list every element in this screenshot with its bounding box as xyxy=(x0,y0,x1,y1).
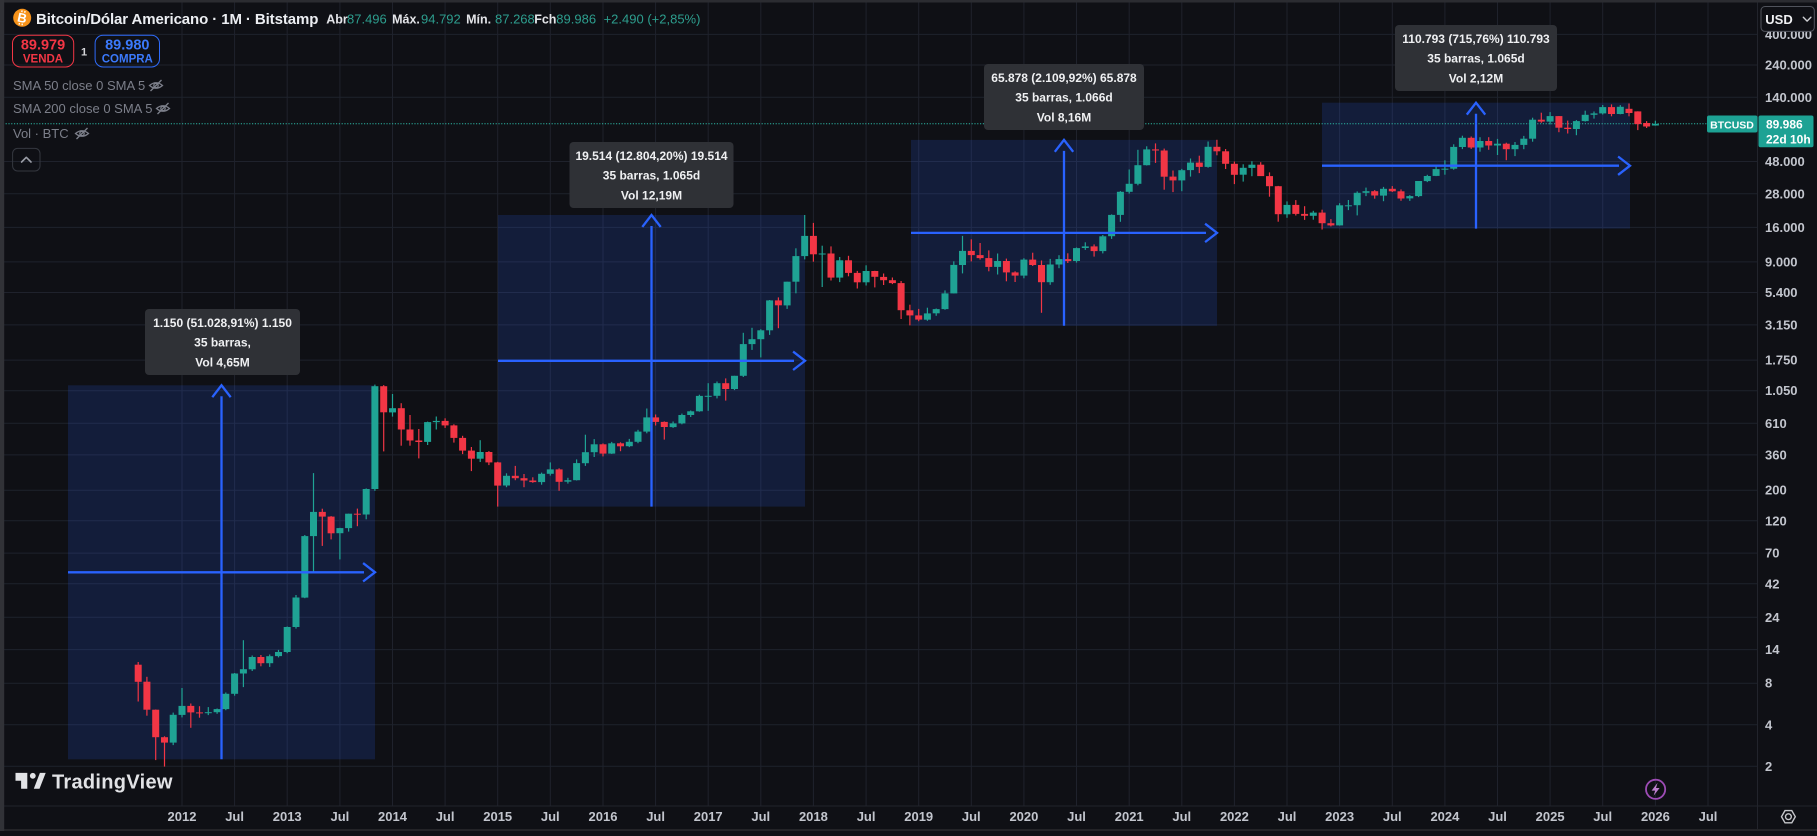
svg-text:35 barras, 1.065d: 35 barras, 1.065d xyxy=(1427,52,1524,66)
svg-text:Bitcoin/Dólar Americano · 1M ·: Bitcoin/Dólar Americano · 1M · Bitstamp xyxy=(36,11,318,28)
svg-text:BTCUSD: BTCUSD xyxy=(1710,119,1754,131)
svg-text:2018: 2018 xyxy=(799,809,828,824)
svg-text:Jul: Jul xyxy=(962,809,981,824)
svg-text:42: 42 xyxy=(1765,576,1779,591)
svg-text:Vol 12,19M: Vol 12,19M xyxy=(621,188,682,202)
svg-text:89.979: 89.979 xyxy=(21,38,65,54)
svg-text:4: 4 xyxy=(1765,717,1773,732)
svg-text:Jul: Jul xyxy=(646,809,665,824)
svg-text:Vol 2,12M: Vol 2,12M xyxy=(1449,71,1503,85)
svg-text:2012: 2012 xyxy=(168,809,197,824)
svg-text:Jul: Jul xyxy=(1172,809,1191,824)
svg-text:2021: 2021 xyxy=(1115,809,1144,824)
svg-text:Jul: Jul xyxy=(541,809,560,824)
svg-text:16.000: 16.000 xyxy=(1765,220,1805,235)
svg-text:5.400: 5.400 xyxy=(1765,285,1798,300)
svg-text:Máx.: Máx. xyxy=(392,12,420,26)
svg-text:Mín.: Mín. xyxy=(466,12,491,26)
svg-text:360: 360 xyxy=(1765,447,1787,462)
svg-text:35 barras, 1.066d: 35 barras, 1.066d xyxy=(1015,91,1112,105)
svg-text:8: 8 xyxy=(1765,676,1772,691)
svg-text:200: 200 xyxy=(1765,483,1787,498)
svg-text:2013: 2013 xyxy=(273,809,302,824)
svg-text:Fch: Fch xyxy=(534,12,556,26)
svg-text:TradingView: TradingView xyxy=(52,771,173,793)
svg-text:87.496: 87.496 xyxy=(347,11,387,26)
svg-text:87.268: 87.268 xyxy=(495,11,535,26)
svg-text:Vol 8,16M: Vol 8,16M xyxy=(1037,110,1091,124)
svg-text:Abr: Abr xyxy=(326,12,348,26)
svg-text:94.792: 94.792 xyxy=(421,11,461,26)
svg-text:9.000: 9.000 xyxy=(1765,254,1798,269)
svg-text:Jul: Jul xyxy=(857,809,876,824)
svg-text:SMA 50 close 0 SMA 5: SMA 50 close 0 SMA 5 xyxy=(13,78,145,93)
svg-text:2019: 2019 xyxy=(904,809,933,824)
svg-text:COMPRA: COMPRA xyxy=(102,54,153,66)
svg-text:2026: 2026 xyxy=(1641,809,1670,824)
svg-text:2024: 2024 xyxy=(1430,809,1460,824)
svg-text:35 barras, 1.065d: 35 barras, 1.065d xyxy=(603,169,700,183)
svg-text:USD: USD xyxy=(1765,12,1792,27)
svg-text:19.514 (12.804,20%) 19.514: 19.514 (12.804,20%) 19.514 xyxy=(575,149,727,163)
svg-text:Vol 4,65M: Vol 4,65M xyxy=(195,355,249,369)
svg-text:48.000: 48.000 xyxy=(1765,154,1805,169)
svg-text:89.986: 89.986 xyxy=(556,11,596,26)
svg-text:VENDA: VENDA xyxy=(23,54,63,66)
svg-text:Jul: Jul xyxy=(751,809,770,824)
svg-text:65.878 (2.109,92%) 65.878: 65.878 (2.109,92%) 65.878 xyxy=(991,71,1137,85)
svg-text:Jul: Jul xyxy=(436,809,455,824)
svg-text:2020: 2020 xyxy=(1009,809,1038,824)
svg-text:2: 2 xyxy=(1765,759,1772,774)
svg-text:2022: 2022 xyxy=(1220,809,1249,824)
svg-text:SMA 200 close 0 SMA 5: SMA 200 close 0 SMA 5 xyxy=(13,101,152,116)
svg-text:2015: 2015 xyxy=(483,809,512,824)
svg-text:2025: 2025 xyxy=(1536,809,1565,824)
svg-text:240.000: 240.000 xyxy=(1765,58,1812,73)
svg-text:Jul: Jul xyxy=(1488,809,1507,824)
svg-text:70: 70 xyxy=(1765,546,1779,561)
svg-text:120: 120 xyxy=(1765,513,1787,528)
svg-text:2016: 2016 xyxy=(589,809,618,824)
svg-text:89.980: 89.980 xyxy=(105,38,149,54)
svg-text:2014: 2014 xyxy=(378,809,408,824)
svg-text:+2.490 (+2,85%): +2.490 (+2,85%) xyxy=(604,11,701,26)
svg-text:89.986: 89.986 xyxy=(1766,118,1803,132)
svg-text:2023: 2023 xyxy=(1325,809,1354,824)
svg-text:Jul: Jul xyxy=(1699,809,1718,824)
svg-text:2017: 2017 xyxy=(694,809,723,824)
svg-text:28.000: 28.000 xyxy=(1765,186,1805,201)
svg-text:14: 14 xyxy=(1765,642,1780,657)
svg-text:22d 10h: 22d 10h xyxy=(1766,133,1811,147)
svg-text:610: 610 xyxy=(1765,416,1787,431)
svg-text:Jul: Jul xyxy=(1383,809,1402,824)
svg-text:140.000: 140.000 xyxy=(1765,90,1812,105)
svg-text:24: 24 xyxy=(1765,610,1780,625)
svg-text:35 barras,: 35 barras, xyxy=(194,336,251,350)
svg-text:1.750: 1.750 xyxy=(1765,353,1798,368)
svg-text:1.150 (51.028,91%) 1.150: 1.150 (51.028,91%) 1.150 xyxy=(153,316,292,330)
svg-text:110.793 (715,76%) 110.793: 110.793 (715,76%) 110.793 xyxy=(1402,32,1550,46)
svg-text:Jul: Jul xyxy=(1278,809,1297,824)
svg-text:3.150: 3.150 xyxy=(1765,317,1798,332)
svg-text:Jul: Jul xyxy=(331,809,350,824)
svg-text:1.050: 1.050 xyxy=(1765,383,1798,398)
svg-text:Jul: Jul xyxy=(1593,809,1612,824)
svg-text:1: 1 xyxy=(81,47,87,59)
svg-text:Jul: Jul xyxy=(225,809,244,824)
svg-text:Jul: Jul xyxy=(1067,809,1086,824)
svg-text:Vol · BTC: Vol · BTC xyxy=(13,126,69,141)
